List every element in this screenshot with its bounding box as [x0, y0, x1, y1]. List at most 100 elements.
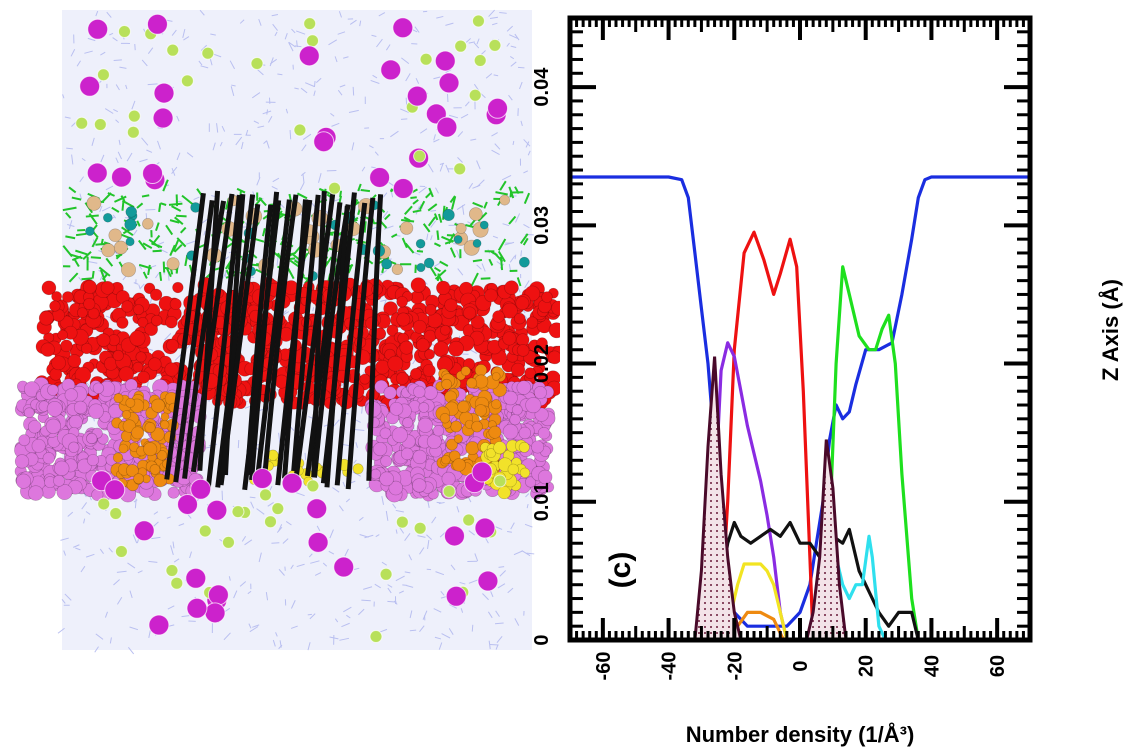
water-molecule — [422, 610, 428, 620]
water-molecule — [440, 590, 445, 596]
water-molecule — [334, 618, 339, 623]
water-molecule — [147, 47, 154, 54]
water-molecule — [88, 260, 98, 264]
lipid-headgroup — [439, 260, 449, 267]
water-molecule — [171, 167, 176, 176]
water-molecule — [61, 598, 66, 604]
water-molecule — [129, 626, 139, 631]
lipid-headgroup — [75, 232, 87, 237]
water-molecule — [510, 522, 515, 530]
lipid-headgroup — [75, 249, 89, 256]
water-molecule — [480, 50, 486, 56]
water-molecule — [182, 28, 186, 39]
water-molecule — [415, 78, 420, 84]
water-molecule — [351, 142, 355, 151]
water-molecule — [164, 333, 172, 341]
water-molecule — [433, 76, 441, 80]
lipid-headgroup — [425, 191, 433, 199]
water-molecule — [176, 115, 180, 122]
density-tick-label: 0.03 — [531, 206, 553, 245]
lipid-headgroup — [391, 233, 398, 238]
water-molecule — [153, 511, 159, 515]
water-molecule — [68, 220, 73, 230]
water-molecule — [427, 163, 434, 173]
water-molecule — [385, 44, 391, 51]
water-molecule — [271, 185, 278, 190]
lipid-headgroup — [472, 258, 483, 263]
water-molecule — [312, 307, 315, 312]
water-molecule — [290, 625, 298, 629]
water-molecule — [277, 73, 283, 76]
water-molecule — [100, 154, 105, 163]
water-molecule — [378, 12, 386, 17]
water-molecule — [334, 56, 338, 63]
water-molecule — [509, 56, 515, 60]
water-molecule — [436, 15, 444, 19]
water-molecule — [247, 590, 252, 595]
glycerol-bead — [108, 228, 123, 243]
water-molecule — [87, 37, 96, 42]
lipid-headgroup — [90, 256, 101, 260]
water-molecule — [115, 119, 120, 124]
water-molecule — [371, 166, 377, 169]
water-molecule — [269, 58, 277, 65]
water-molecule — [433, 134, 436, 141]
water-molecule — [189, 551, 192, 559]
water-molecule — [203, 230, 206, 236]
water-molecule — [395, 529, 398, 534]
phosphate-bead — [125, 206, 138, 218]
water-molecule — [291, 28, 296, 34]
water-molecule — [509, 255, 516, 263]
water-molecule — [468, 530, 475, 536]
water-molecule — [517, 287, 521, 293]
lipid-headgroup — [495, 191, 508, 196]
lipid-headgroup — [429, 266, 437, 277]
water-molecule — [105, 185, 114, 191]
lipid-headgroup — [427, 203, 438, 212]
water-molecule — [125, 84, 128, 90]
water-molecule — [449, 604, 457, 609]
water-molecule — [104, 611, 108, 618]
water-molecule — [430, 209, 437, 212]
water-molecule — [438, 642, 443, 650]
water-molecule — [147, 83, 158, 86]
water-molecule — [376, 38, 383, 48]
water-molecule — [461, 205, 465, 215]
water-molecule — [60, 537, 69, 541]
water-molecule — [418, 204, 422, 210]
lipid-headgroup — [488, 258, 494, 266]
water-molecule — [450, 564, 456, 571]
water-molecule — [282, 311, 290, 316]
z-tick-label: 40 — [921, 655, 943, 677]
water-molecule — [230, 86, 235, 96]
water-molecule — [490, 591, 494, 598]
lipid-headgroup — [168, 202, 183, 206]
carbonyl-atom — [524, 367, 536, 379]
water-molecule — [315, 77, 322, 83]
water-molecule — [282, 538, 289, 544]
water-molecule — [431, 516, 437, 524]
water-molecule — [157, 140, 161, 150]
water-molecule — [112, 37, 118, 42]
water-molecule — [404, 533, 411, 542]
water-molecule — [178, 523, 185, 527]
water-molecule — [109, 637, 112, 644]
water-molecule — [439, 162, 444, 172]
water-molecule — [244, 539, 253, 546]
water-molecule — [294, 87, 299, 90]
water-molecule — [476, 38, 480, 45]
water-molecule — [66, 147, 73, 150]
water-molecule — [456, 506, 460, 513]
lipid-headgroup — [384, 213, 391, 221]
water-molecule — [525, 141, 530, 148]
water-molecule — [81, 502, 88, 510]
water-molecule — [512, 140, 515, 146]
water-molecule — [166, 516, 171, 519]
water-molecule — [374, 151, 379, 156]
water-molecule — [148, 629, 151, 639]
molecular-simulation-snapshot — [14, 9, 560, 655]
water-molecule — [481, 263, 486, 272]
water-molecule — [476, 179, 485, 188]
water-molecule — [519, 81, 523, 90]
water-molecule — [339, 637, 350, 641]
